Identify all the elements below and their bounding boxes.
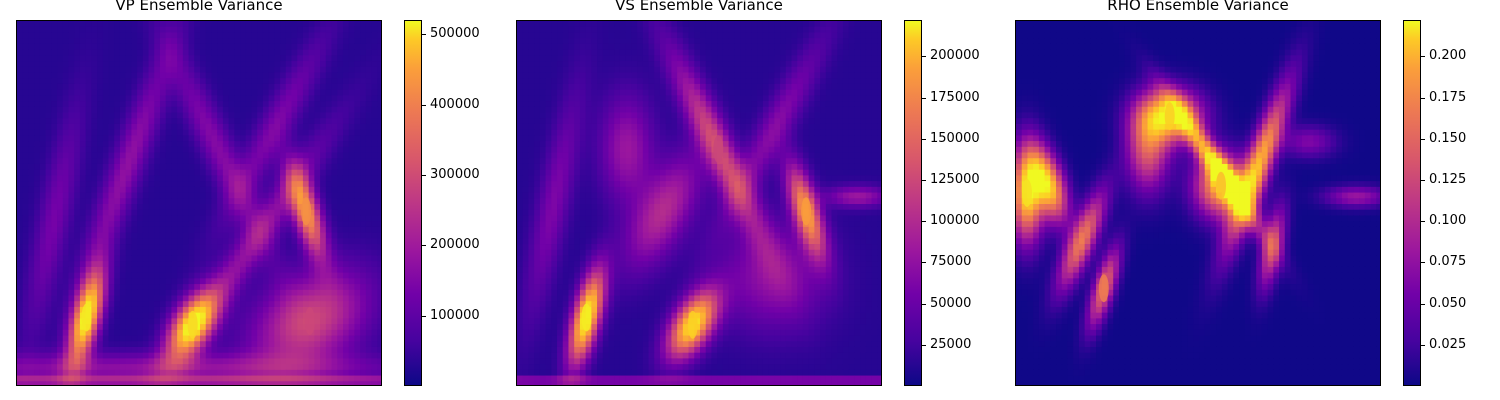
colorbar-tick-label: 400000 (430, 96, 480, 112)
colorbar-tick-label: 100000 (930, 213, 980, 229)
hotspot-3 (713, 135, 724, 164)
colorbar-tick-label: 0.025 (1429, 336, 1467, 352)
colorbar-tick-label: 300000 (430, 166, 480, 182)
hotspot-2 (301, 197, 312, 226)
colorbar-tick-label: 0.200 (1429, 48, 1467, 64)
vp-heatmap (16, 20, 382, 386)
vs-colorbar (904, 20, 922, 386)
colorbar-tick-mark (922, 179, 926, 181)
colorbar-tick-label: 0.150 (1429, 130, 1467, 146)
vs-title: VS Ensemble Variance (615, 0, 783, 14)
rho-title: RHO Ensemble Variance (1107, 0, 1289, 14)
colorbar-tick-mark (922, 56, 926, 58)
colorbar-tick-mark (922, 97, 926, 99)
colorbar-tick-label: 25000 (930, 336, 972, 352)
vp-panel: VP Ensemble Variance 100000 200000 300000 4… (0, 0, 500, 400)
colorbar-tick-mark (922, 344, 926, 346)
colorbar-tick-label: 200000 (430, 237, 480, 253)
colorbar-tick-mark (1421, 97, 1425, 99)
vp-colorbar-ticks: 100000 200000 300000 400000 500000 (422, 20, 502, 386)
vs-heatmap (516, 20, 882, 386)
colorbar-tick-mark (1421, 221, 1425, 223)
colorbar-tick-mark (1421, 56, 1425, 58)
colorbar-tick-mark (422, 174, 426, 176)
vs-panel: VS Ensemble Variance 25000 50000 75000 1000… (500, 0, 1000, 400)
colorbar-tick-label: 0.175 (1429, 89, 1467, 105)
colorbar-tick-mark (1421, 138, 1425, 140)
colorbar-tick-label: 0.125 (1429, 171, 1467, 187)
colorbar-tick-mark (422, 315, 426, 317)
hotspot-3 (1098, 274, 1109, 303)
colorbar-tick-mark (422, 104, 426, 106)
hotspot-0 (581, 303, 592, 332)
colorbar-tick-label: 200000 (930, 48, 980, 64)
vp-title: VP Ensemble Variance (115, 0, 283, 14)
colorbar-tick-mark (922, 303, 926, 305)
colorbar-tick-label: 100000 (430, 307, 480, 323)
colorbar-tick-mark (1421, 303, 1425, 305)
colorbar-tick-label: 125000 (930, 171, 980, 187)
rho-heatmap (1015, 20, 1381, 386)
colorbar-tick-mark (1421, 262, 1425, 264)
colorbar-tick-label: 50000 (930, 295, 972, 311)
vs-colorbar-ticks: 25000 50000 75000 100000 125000 150000 175000 2… (922, 20, 1002, 386)
colorbar-tick-mark (1421, 179, 1425, 181)
colorbar-tick-label: 75000 (930, 254, 972, 270)
vp-colorbar (404, 20, 422, 386)
colorbar-tick-label: 0.100 (1429, 213, 1467, 229)
colorbar-tick-label: 500000 (430, 26, 480, 42)
hotspot-2 (1216, 171, 1226, 200)
colorbar-tick-label: 0.050 (1429, 295, 1467, 311)
colorbar-tick-mark (922, 221, 926, 223)
rho-colorbar (1403, 20, 1421, 386)
colorbar-tick-mark (422, 34, 426, 36)
colorbar-tick-mark (922, 262, 926, 264)
hotspot-1 (1164, 102, 1175, 131)
rho-colorbar-ticks: 0.025 0.050 0.075 0.100 0.125 0.150 0.175 0.200 (1421, 20, 1500, 386)
rho-panel: RHO Ensemble Variance 0.025 0.050 0.075 0.1… (999, 0, 1499, 400)
hotspot-2 (801, 197, 812, 226)
colorbar-tick-label: 175000 (930, 89, 980, 105)
hotspot-3 (304, 307, 315, 336)
hotspot-0 (81, 303, 92, 332)
colorbar-tick-mark (922, 138, 926, 140)
hotspot-1 (687, 310, 698, 339)
colorbar-tick-label: 150000 (930, 130, 980, 146)
hotspot-0 (1022, 179, 1032, 207)
colorbar-tick-label: 0.075 (1429, 254, 1467, 270)
colorbar-tick-mark (422, 245, 426, 247)
hotspot-1 (187, 310, 198, 339)
colorbar-tick-mark (1421, 344, 1425, 346)
